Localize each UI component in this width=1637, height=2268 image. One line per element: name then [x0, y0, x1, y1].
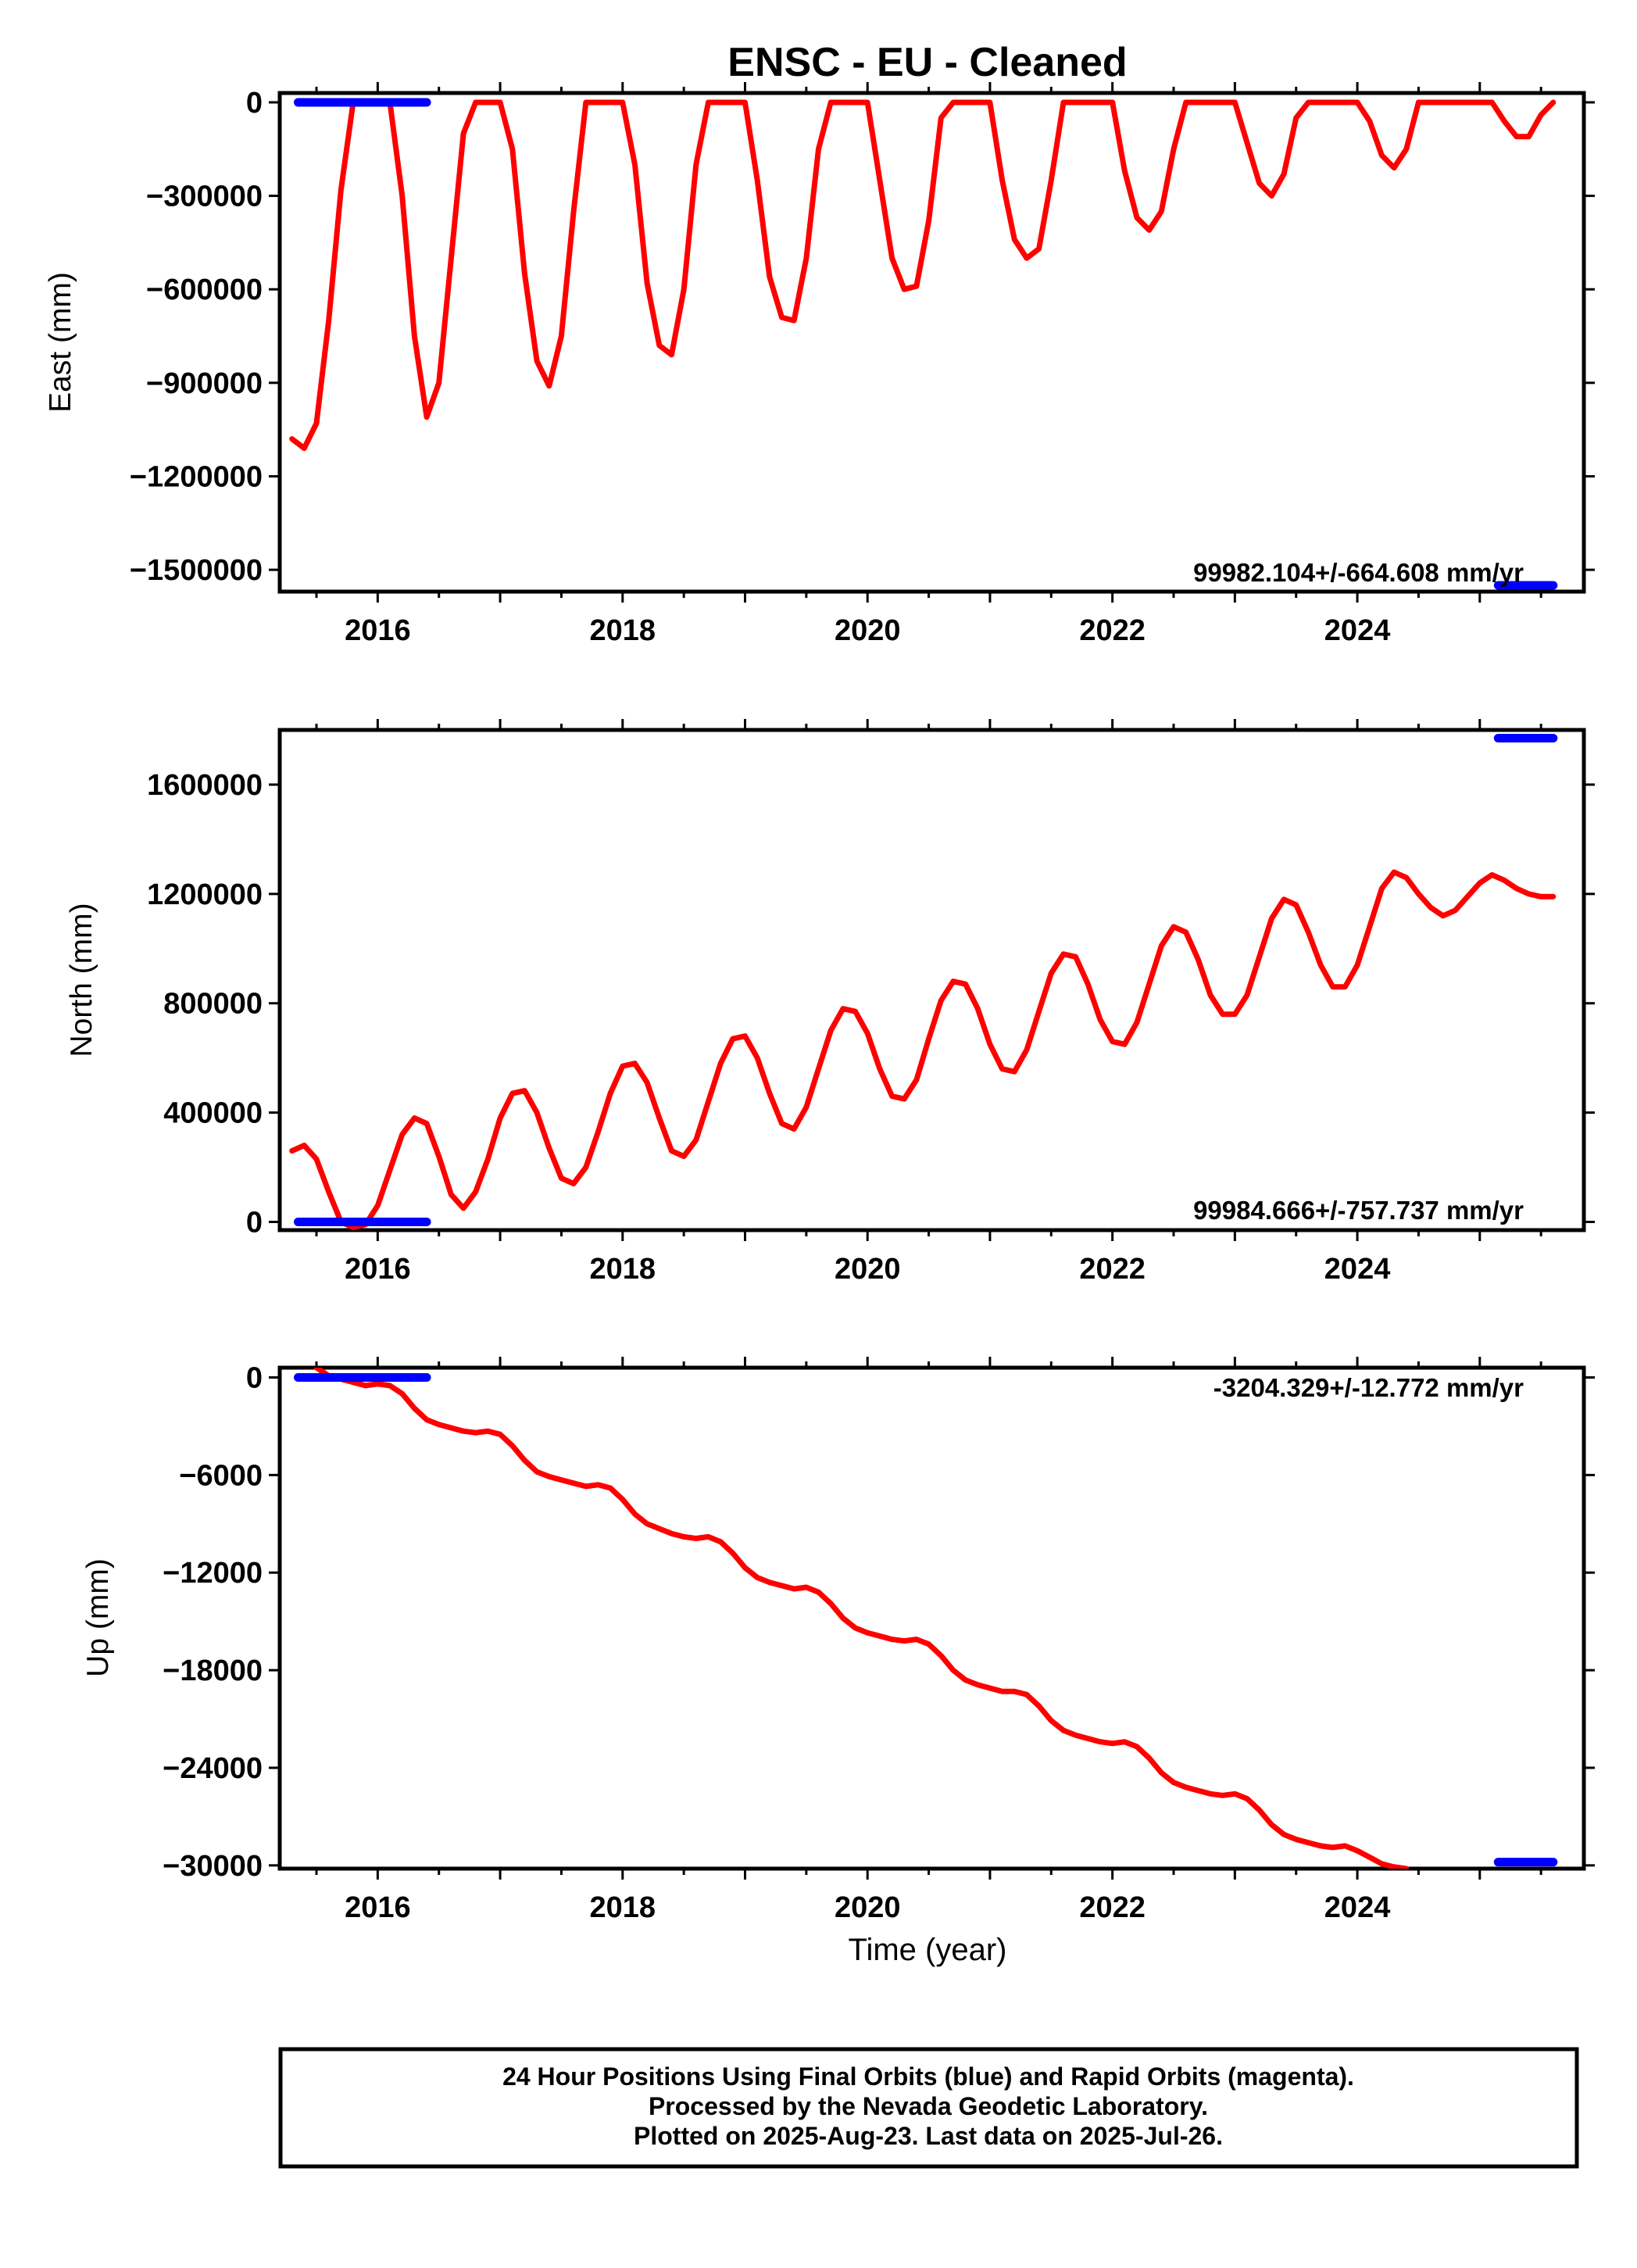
y-tick-label: 0	[246, 1207, 263, 1240]
y-tick-label: 400000	[163, 1097, 263, 1130]
y-axis-label: East (mm)	[44, 272, 77, 413]
y-tick-label: 1600000	[147, 769, 263, 802]
x-axis-label: Time (year)	[849, 1933, 1007, 1967]
x-tick-label: 2024	[1324, 1891, 1391, 1924]
north-panel: 0 400000 800000 1200000 1600000 2016 2018 2020 2…	[65, 719, 1595, 1286]
y-tick-label: −30000	[163, 1850, 263, 1883]
plot-frame	[277, 1365, 1586, 1871]
x-tick-label: 2024	[1324, 614, 1391, 647]
x-tick-label: 2020	[835, 1253, 901, 1286]
y-tick-label: −24000	[163, 1752, 263, 1785]
y-tick-label: −1500000	[130, 554, 263, 587]
y-tick-label: −18000	[163, 1654, 263, 1687]
x-tick-label: 2018	[590, 1253, 656, 1286]
x-tick-label: 2020	[835, 1891, 901, 1924]
rate-label: -3204.329+/-12.772 mm/yr	[1213, 1373, 1524, 1402]
x-tick-label: 2016	[345, 1253, 411, 1286]
up-panel: 0 −6000 −12000 −18000 −24000 −30000 2016 2018 20…	[81, 1357, 1595, 1924]
y-axis-label: North (mm)	[65, 903, 98, 1057]
y-tick-label: 0	[246, 1361, 263, 1394]
rate-label: 99982.104+/-664.608 mm/yr	[1193, 558, 1524, 587]
footer-line-3: Plotted on 2025-Aug-23. Last data on 202…	[634, 2122, 1223, 2150]
y-tick-label: 0	[246, 87, 263, 120]
x-tick-label: 2018	[590, 1891, 656, 1924]
plot-frame	[277, 728, 1586, 1232]
y-tick-label: −300000	[146, 181, 263, 213]
x-tick-label: 2022	[1079, 614, 1146, 647]
rate-label: 99984.666+/-757.737 mm/yr	[1193, 1196, 1524, 1225]
east-panel: 0 −300000 −600000 −900000 −1200000 −1500000 20…	[44, 82, 1595, 647]
plot-frame	[277, 91, 1586, 594]
y-axis-label: Up (mm)	[81, 1558, 115, 1677]
footer-box: 24 Hour Positions Using Final Orbits (bl…	[278, 2047, 1579, 2169]
x-tick-label: 2018	[590, 614, 656, 647]
chart-title: ENSC - EU - Cleaned	[727, 40, 1127, 85]
footer-line-1: 24 Hour Positions Using Final Orbits (bl…	[502, 2062, 1354, 2091]
x-tick-label: 2022	[1079, 1891, 1146, 1924]
x-tick-label: 2022	[1079, 1253, 1146, 1286]
footer-line-2: Processed by the Nevada Geodetic Laborat…	[649, 2092, 1208, 2120]
x-tick-label: 2016	[345, 614, 411, 647]
y-tick-label: −12000	[163, 1557, 263, 1590]
y-tick-label: 800000	[163, 988, 263, 1021]
y-tick-label: 1200000	[147, 878, 263, 911]
x-tick-label: 2016	[345, 1891, 411, 1924]
x-tick-label: 2024	[1324, 1253, 1391, 1286]
y-tick-label: −600000	[146, 274, 263, 306]
x-tick-label: 2020	[835, 614, 901, 647]
y-tick-label: −6000	[179, 1459, 263, 1492]
footer-frame	[278, 2047, 1579, 2169]
model-series-line	[313, 1368, 1410, 1869]
model-series-line	[289, 869, 1557, 1230]
model-series-line	[289, 99, 1557, 452]
y-tick-label: −1200000	[130, 460, 263, 493]
y-tick-label: −900000	[146, 367, 263, 400]
